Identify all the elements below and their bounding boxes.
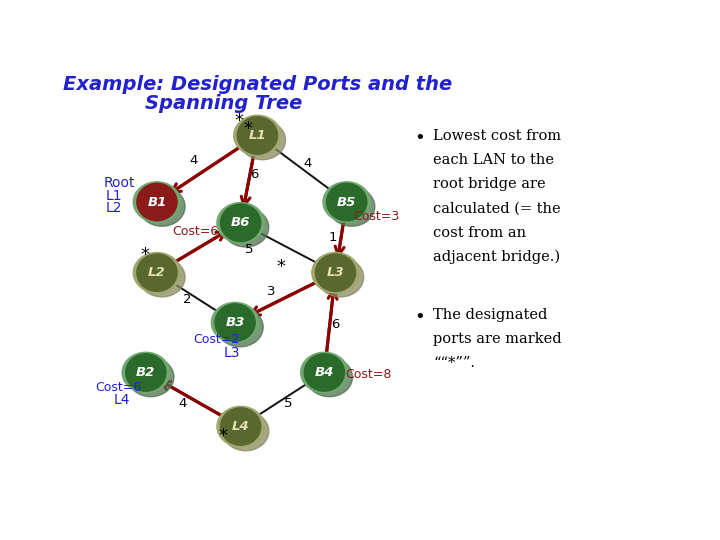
- Text: L2: L2: [148, 266, 166, 279]
- Text: L3: L3: [327, 266, 344, 279]
- Ellipse shape: [328, 187, 375, 226]
- Text: L1: L1: [248, 129, 266, 142]
- Text: ports are marked: ports are marked: [433, 332, 562, 346]
- Text: B2: B2: [136, 366, 156, 379]
- Ellipse shape: [234, 115, 281, 156]
- Text: 1: 1: [328, 231, 337, 244]
- Text: *: *: [235, 112, 243, 130]
- Text: 4: 4: [189, 154, 197, 167]
- Text: •: •: [414, 129, 425, 147]
- Ellipse shape: [215, 304, 255, 341]
- Ellipse shape: [137, 183, 177, 221]
- Text: Spanning Tree: Spanning Tree: [145, 94, 302, 113]
- Text: B4: B4: [315, 366, 334, 379]
- Text: Cost=3: Cost=3: [354, 210, 400, 223]
- Text: L2: L2: [106, 201, 122, 215]
- Ellipse shape: [238, 117, 277, 154]
- Text: 4: 4: [178, 397, 186, 410]
- Ellipse shape: [327, 183, 366, 221]
- Ellipse shape: [217, 202, 264, 243]
- Text: The designated: The designated: [433, 308, 547, 322]
- Text: ““*””.: ““*””.: [433, 356, 475, 370]
- Ellipse shape: [137, 254, 177, 292]
- Ellipse shape: [126, 354, 166, 391]
- Ellipse shape: [220, 408, 261, 445]
- Ellipse shape: [312, 253, 359, 293]
- Text: B6: B6: [231, 217, 251, 230]
- Text: L3: L3: [224, 346, 240, 360]
- Text: L4: L4: [114, 393, 130, 407]
- Text: Cost=2: Cost=2: [193, 333, 240, 346]
- Text: •: •: [414, 308, 425, 326]
- Text: L1: L1: [106, 189, 122, 203]
- Ellipse shape: [139, 187, 185, 226]
- Text: Example: Designated Ports and the: Example: Designated Ports and the: [63, 75, 452, 94]
- Ellipse shape: [220, 204, 261, 241]
- Text: 6: 6: [251, 168, 258, 181]
- Ellipse shape: [133, 182, 181, 222]
- Text: B3: B3: [225, 316, 245, 329]
- Ellipse shape: [301, 352, 348, 393]
- Ellipse shape: [239, 120, 286, 160]
- Text: 3: 3: [267, 285, 276, 298]
- Text: 5: 5: [245, 244, 253, 256]
- Text: adjacent bridge.): adjacent bridge.): [433, 250, 560, 264]
- Ellipse shape: [315, 254, 356, 292]
- Ellipse shape: [222, 411, 269, 451]
- Text: 2: 2: [184, 293, 192, 306]
- Text: root bridge are: root bridge are: [433, 178, 546, 192]
- Text: each LAN to the: each LAN to the: [433, 153, 554, 167]
- Ellipse shape: [318, 258, 364, 297]
- Text: *: *: [277, 258, 286, 276]
- Text: Root: Root: [104, 176, 135, 190]
- Ellipse shape: [127, 357, 174, 397]
- Ellipse shape: [305, 354, 344, 391]
- Ellipse shape: [217, 406, 264, 447]
- Text: 5: 5: [284, 397, 292, 410]
- Text: B1: B1: [148, 195, 166, 208]
- Text: B5: B5: [337, 195, 356, 208]
- Text: Cost=8: Cost=8: [346, 368, 392, 381]
- Text: Cost=6: Cost=6: [173, 225, 219, 238]
- Text: calculated (= the: calculated (= the: [433, 201, 561, 215]
- Ellipse shape: [323, 182, 370, 222]
- Text: *: *: [218, 427, 228, 445]
- Text: *: *: [140, 246, 149, 264]
- Text: 6: 6: [331, 318, 340, 331]
- Text: L4: L4: [232, 420, 250, 433]
- Ellipse shape: [212, 302, 258, 343]
- Text: Cost=6: Cost=6: [96, 381, 142, 394]
- Text: Lowest cost from: Lowest cost from: [433, 129, 562, 143]
- Text: *: *: [243, 120, 253, 138]
- Text: 4: 4: [303, 157, 312, 170]
- Ellipse shape: [122, 352, 169, 393]
- Text: cost from an: cost from an: [433, 226, 526, 240]
- Ellipse shape: [217, 307, 264, 347]
- Ellipse shape: [139, 258, 185, 297]
- Ellipse shape: [222, 208, 269, 247]
- Ellipse shape: [133, 253, 181, 293]
- Ellipse shape: [306, 357, 353, 397]
